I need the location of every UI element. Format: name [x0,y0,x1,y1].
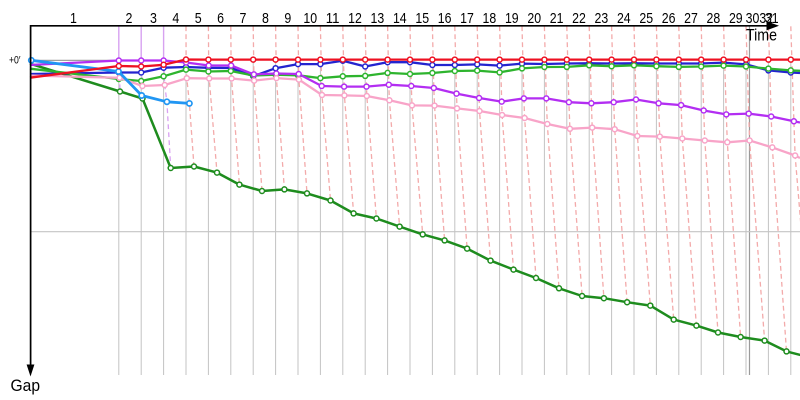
svg-text:5: 5 [195,10,202,27]
svg-text:4: 4 [172,10,179,27]
svg-text:Time: Time [746,27,777,45]
svg-text:28: 28 [707,10,721,27]
svg-text:16: 16 [438,10,452,27]
svg-text:26: 26 [662,10,676,27]
svg-text:24: 24 [617,10,631,27]
svg-text:30: 30 [746,10,760,27]
svg-text:15: 15 [415,10,429,27]
svg-text:23: 23 [595,10,609,27]
svg-text:8: 8 [262,10,269,27]
svg-text:19: 19 [505,10,519,27]
svg-text:9: 9 [284,10,291,27]
svg-text:25: 25 [639,10,653,27]
svg-text:13: 13 [371,10,385,27]
svg-text:29: 29 [729,10,743,27]
svg-text:6: 6 [217,10,224,27]
svg-text:2: 2 [126,10,133,27]
svg-text:31: 31 [765,10,779,27]
svg-text:1: 1 [70,10,77,27]
svg-text:18: 18 [483,10,497,27]
svg-text:21: 21 [550,10,564,27]
svg-text:10: 10 [303,10,317,27]
svg-text:32: 32 [759,10,773,27]
svg-text:3: 3 [150,10,157,27]
svg-text:11: 11 [326,10,340,27]
svg-text:Gap: Gap [11,376,41,395]
svg-text:+0′: +0′ [9,55,21,67]
svg-text:20: 20 [527,10,541,27]
svg-text:17: 17 [460,10,474,27]
svg-text:12: 12 [348,10,362,27]
svg-text:27: 27 [684,10,698,27]
svg-text:7: 7 [240,10,247,27]
svg-text:14: 14 [393,10,407,27]
svg-text:22: 22 [572,10,586,27]
